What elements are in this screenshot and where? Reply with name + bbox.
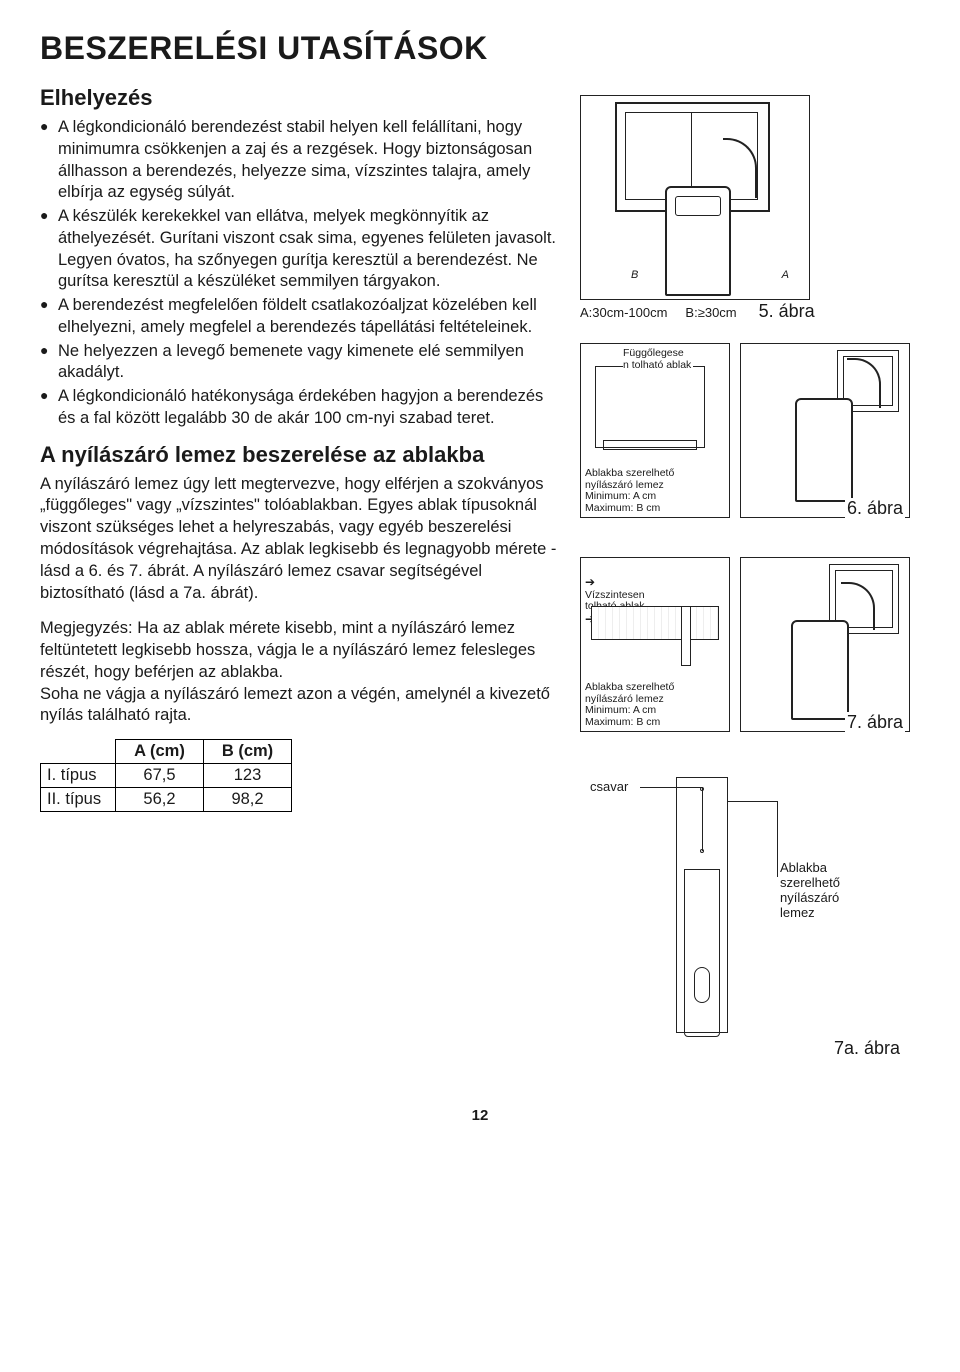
- table-row: II. típus 56,2 98,2: [41, 788, 292, 812]
- fig5-b-label: B:≥30cm: [685, 305, 736, 320]
- left-column: Elhelyezés ● A légkondicionáló berendezé…: [40, 85, 560, 1077]
- fig5-a-label: A:30cm-100cm: [580, 305, 667, 320]
- table-row: I. típus 67,5 123: [41, 764, 292, 788]
- dimensions-table: A (cm) B (cm) I. típus 67,5 123 II. típu…: [40, 739, 292, 812]
- fig6-caption: 6. ábra: [845, 498, 905, 519]
- bullet-text: A légkondicionáló berendezést stabil hel…: [58, 117, 560, 204]
- bullet-item: ● A légkondicionáló berendezést stabil h…: [40, 117, 560, 204]
- bullet-item: ● A légkondicionáló hatékonysága érdekéb…: [40, 386, 560, 430]
- fig7-annot-bottom: Ablakba szerelhetőnyílászáró lemezMinimu…: [585, 682, 715, 728]
- fig7a-plate-label: Ablakba szerelhető nyílászáró lemez: [780, 861, 870, 921]
- fig5-caption: 5. ábra: [759, 301, 815, 322]
- figure-7a: csavar Ablakba szerelhető nyílászáró lem…: [580, 777, 920, 1077]
- table-cell: 67,5: [116, 764, 204, 788]
- right-column: B A A:30cm-100cm B:≥30cm 5. ábra Függőle…: [580, 85, 920, 1077]
- table-cell: 56,2: [116, 788, 204, 812]
- bullet-text: Ne helyezzen a levegő bemenete vagy kime…: [58, 341, 560, 385]
- figure-6: Függőlegesen tolható ablak Ablakba szere…: [580, 343, 920, 543]
- table-header-a: A (cm): [116, 740, 204, 764]
- note-text: Megjegyzés: Ha az ablak mérete kisebb, m…: [40, 618, 560, 727]
- table-cell: 123: [203, 764, 291, 788]
- section-placement-heading: Elhelyezés: [40, 85, 560, 111]
- figure-5: B A A:30cm-100cm B:≥30cm 5. ábra: [580, 95, 920, 325]
- section-window-heading: A nyílászáró lemez beszerelése az ablakb…: [40, 442, 560, 468]
- bullet-marker: ●: [40, 386, 58, 430]
- table-header-b: B (cm): [203, 740, 291, 764]
- bullet-item: ● A készülék kerekekkel van ellátva, mel…: [40, 206, 560, 293]
- fig7a-caption: 7a. ábra: [834, 1038, 900, 1059]
- bullet-marker: ●: [40, 341, 58, 385]
- bullet-text: A készülék kerekekkel van ellátva, melye…: [58, 206, 560, 293]
- fig5-a-marker: A: [782, 269, 789, 281]
- table-row-label: I. típus: [41, 764, 116, 788]
- bullet-item: ● Ne helyezzen a levegő bemenete vagy ki…: [40, 341, 560, 385]
- fig5-b-marker: B: [631, 269, 638, 281]
- table-row-label: II. típus: [41, 788, 116, 812]
- table-cell: 98,2: [203, 788, 291, 812]
- page-title: BESZERELÉSI UTASÍTÁSOK: [40, 30, 920, 67]
- window-paragraph: A nyílászáró lemez úgy lett megtervezve,…: [40, 474, 560, 605]
- fig7a-screw-label: csavar: [590, 779, 628, 794]
- bullet-marker: ●: [40, 117, 58, 204]
- bullet-marker: ●: [40, 206, 58, 293]
- bullet-text: A berendezést megfelelően földelt csatla…: [58, 295, 560, 339]
- fig7-caption: 7. ábra: [845, 712, 905, 733]
- bullet-item: ● A berendezést megfelelően földelt csat…: [40, 295, 560, 339]
- bullet-text: A légkondicionáló hatékonysága érdekében…: [58, 386, 560, 430]
- fig6-annot-bottom: Ablakba szerelhetőnyílászáró lemezMinimu…: [585, 468, 715, 514]
- page-number: 12: [40, 1107, 920, 1124]
- fig6-annot-top: Függőlegesen tolható ablak: [623, 348, 693, 371]
- figure-7: ➔ Vízszintesen tolható ablak ➔ Ablakba s…: [580, 557, 920, 757]
- bullet-marker: ●: [40, 295, 58, 339]
